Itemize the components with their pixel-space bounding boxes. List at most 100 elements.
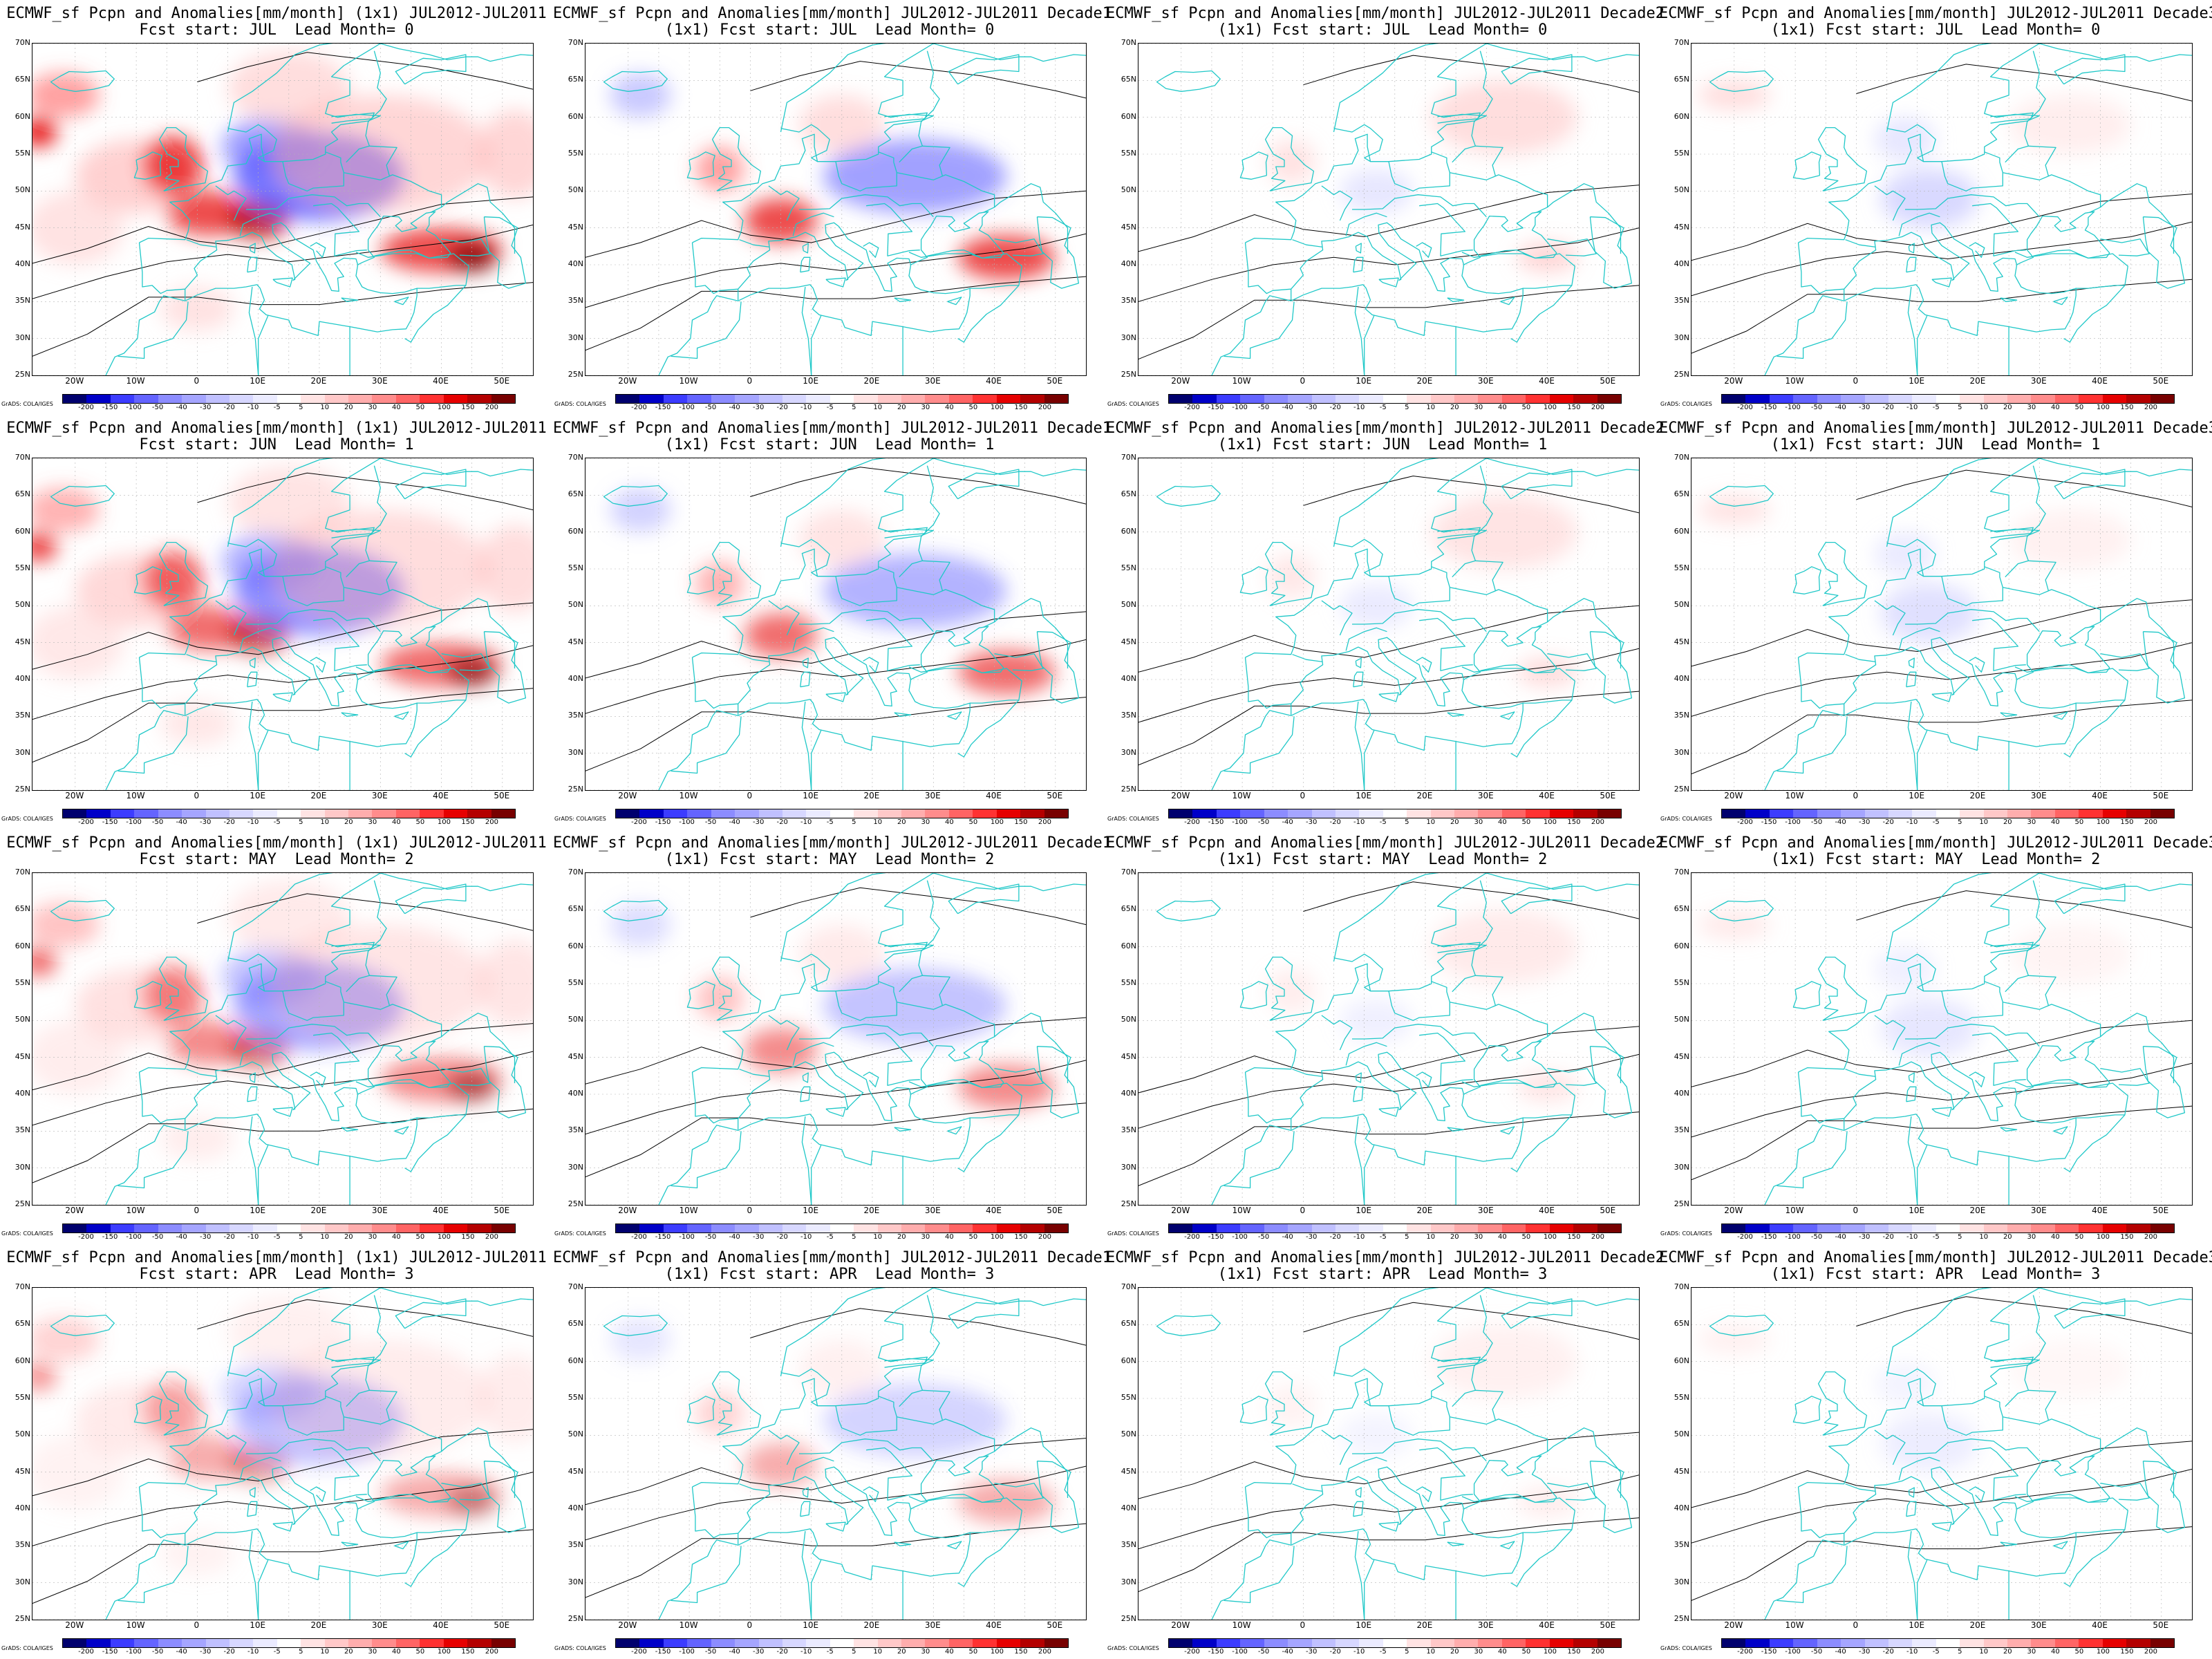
- anomaly-blob: [2009, 1339, 2131, 1398]
- colorbar-label: 5: [1405, 1648, 1409, 1656]
- coastline: [1792, 151, 1821, 180]
- coastline: [1547, 1013, 1622, 1083]
- contour-line: [750, 887, 1086, 926]
- coastline: [1969, 657, 1985, 673]
- colorbar-swatch: [276, 1639, 301, 1647]
- precip-anomaly-map: [585, 44, 1086, 375]
- coastline: [1450, 1416, 1548, 1457]
- colorbar-swatch: [420, 1224, 444, 1232]
- coastline: [1416, 1071, 1432, 1087]
- colorbar-swatch: [1526, 395, 1550, 403]
- colorbar-label: -150: [1208, 1233, 1224, 1241]
- coastline: [118, 301, 189, 359]
- colorbar-swatch: [1478, 809, 1502, 818]
- coastline: [1353, 256, 1364, 273]
- coastline: [780, 458, 934, 577]
- coastline: [1321, 1015, 1353, 1051]
- lat-tick-label: 55N: [1121, 149, 1136, 158]
- coastline: [272, 1521, 293, 1532]
- colorbar-swatch: [1478, 395, 1502, 403]
- coastline: [247, 1501, 258, 1517]
- colorbar-label: -5: [826, 818, 834, 826]
- coastline: [811, 1145, 822, 1205]
- coastline: [691, 211, 1004, 294]
- coastline: [825, 277, 846, 288]
- coastline: [658, 679, 971, 790]
- coastline: [394, 1126, 409, 1135]
- coastline: [215, 185, 247, 221]
- contour-line: [1691, 1020, 2192, 1087]
- lon-tick-label: 20W: [1724, 1206, 1743, 1215]
- lon-tick-label: 30E: [1477, 1206, 1494, 1215]
- anomaly-blob: [744, 1443, 818, 1487]
- colorbar-label: 10: [873, 404, 883, 411]
- colorbar-label: 40: [2050, 1233, 2060, 1241]
- coastline: [344, 1416, 442, 1457]
- colorbar-swatch: [467, 1224, 491, 1232]
- lat-tick-label: 55N: [15, 1393, 30, 1402]
- colorbar-label: 10: [1979, 404, 1989, 411]
- lat-tick-label: 70N: [568, 868, 583, 877]
- coastline: [2003, 172, 2101, 213]
- lat-tick-label: 60N: [1121, 111, 1136, 121]
- colorbar-label: 20: [2003, 818, 2012, 826]
- coastline: [899, 1389, 950, 1421]
- lat-tick-label: 25N: [568, 1199, 583, 1208]
- lat-tick-label: 35N: [568, 711, 583, 720]
- colorbar-label: 30: [1474, 404, 1483, 411]
- coastline: [1764, 1508, 2077, 1620]
- lat-tick-label: 65N: [1674, 904, 1689, 914]
- colorbar: [62, 1638, 516, 1648]
- colorbar-label: 30: [2027, 404, 2036, 411]
- coastline: [1990, 112, 2034, 124]
- coastline: [1352, 1024, 1487, 1047]
- graticule: [585, 873, 1086, 1205]
- lat-tick-label: 60N: [1121, 526, 1136, 536]
- colorbar-swatch: [616, 809, 640, 818]
- contour-line: [1138, 1474, 1639, 1550]
- coastline: [1354, 1116, 1365, 1205]
- anomaly-blob: [270, 924, 491, 1043]
- coastline: [1907, 286, 1918, 375]
- colorbar-label: -150: [1761, 1648, 1777, 1656]
- colorbar-label: 50: [968, 1233, 978, 1241]
- contour-line: [197, 52, 533, 90]
- colorbar-swatch: [276, 395, 301, 403]
- coastline: [1447, 1127, 1465, 1132]
- coastline: [105, 679, 418, 790]
- coastline: [897, 1002, 995, 1042]
- coastline: [310, 657, 326, 673]
- coastlines: [1709, 873, 2192, 1205]
- colorbar-label: -5: [1932, 818, 1940, 826]
- colorbar-label: -100: [1785, 1648, 1801, 1656]
- coastline: [344, 172, 442, 213]
- colorbar-label: 150: [1014, 1648, 1028, 1656]
- colorbar-swatch: [1382, 395, 1407, 403]
- colorbar-swatch: [687, 395, 711, 403]
- coastline: [313, 203, 367, 256]
- coastline: [246, 609, 381, 632]
- panel-title: ECMWF_sf Pcpn and Anomalies[mm/month] JU…: [1106, 420, 1665, 437]
- colorbar-swatch: [158, 1224, 182, 1232]
- colorbar-label: -150: [102, 818, 118, 826]
- contour-line: [750, 1308, 1086, 1346]
- colorbar-swatch: [758, 395, 782, 403]
- coastline: [811, 1559, 822, 1620]
- colorbar-label: 5: [1405, 1233, 1409, 1241]
- coastline: [1244, 1040, 1557, 1124]
- coastline: [282, 566, 344, 606]
- lat-tick-label: 65N: [568, 75, 583, 84]
- coastline: [1364, 315, 1375, 375]
- colorbar: [1721, 1638, 2175, 1648]
- colorbar-swatch: [158, 1639, 182, 1647]
- graticule: [585, 44, 1086, 375]
- lat-tick-label: 50N: [568, 1430, 583, 1439]
- lat-tick-label: 65N: [1674, 489, 1689, 499]
- coastline: [365, 465, 387, 561]
- anomaly-shading: [610, 73, 1056, 280]
- coastline: [2039, 1288, 2192, 1306]
- colorbar-label: -50: [1257, 1233, 1270, 1241]
- coastline: [133, 981, 162, 1009]
- coastlines: [50, 458, 533, 790]
- colorbar-label: -40: [729, 1648, 740, 1656]
